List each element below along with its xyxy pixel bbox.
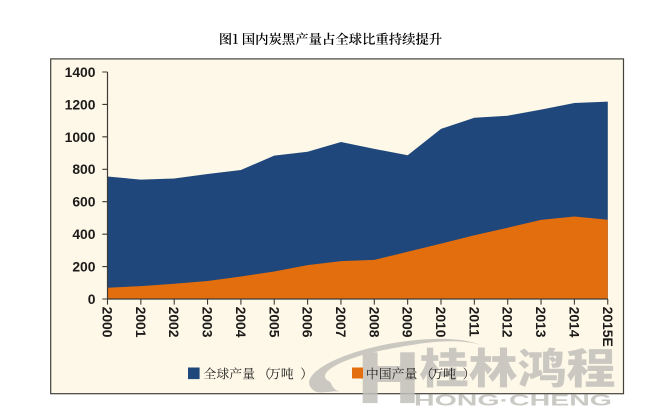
svg-text:2014: 2014 [566,307,582,338]
svg-text:2001: 2001 [133,307,149,338]
svg-text:200: 200 [72,258,95,274]
svg-text:2005: 2005 [266,307,282,338]
svg-text:400: 400 [72,226,95,242]
svg-text:2012: 2012 [500,307,516,338]
svg-text:2000: 2000 [100,307,116,338]
svg-text:1000: 1000 [65,129,96,145]
svg-text:2015E: 2015E [600,307,616,347]
svg-text:2004: 2004 [233,307,249,338]
svg-text:0: 0 [88,291,96,307]
svg-text:2009: 2009 [400,307,416,338]
svg-text:2008: 2008 [366,307,382,338]
svg-text:2003: 2003 [200,307,216,338]
svg-text:2010: 2010 [433,307,449,338]
svg-text:600: 600 [72,194,95,210]
svg-text:2006: 2006 [300,307,316,338]
svg-text:HONG·CHENG: HONG·CHENG [414,392,612,409]
svg-text:2013: 2013 [533,307,549,338]
svg-text:1400: 1400 [65,64,96,80]
svg-text:800: 800 [72,161,95,177]
svg-text:2002: 2002 [166,307,182,338]
svg-text:2011: 2011 [466,307,482,337]
svg-text:2007: 2007 [333,307,349,338]
svg-text:1200: 1200 [65,96,96,112]
